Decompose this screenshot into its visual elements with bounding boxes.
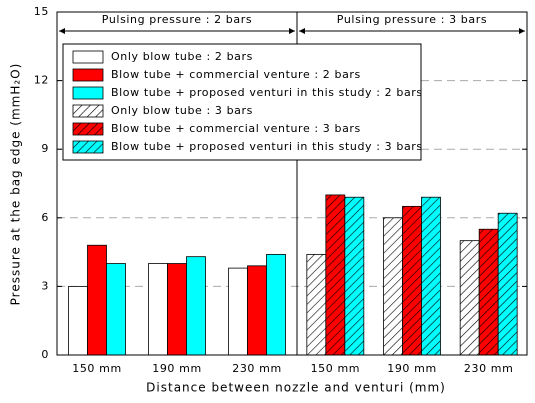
y-tick-label: 12 [34,74,49,87]
bar [325,194,346,356]
legend-label: Blow tube + commercial venture : 2 bars [111,68,361,81]
x-tick-label: 150 mm [72,362,122,375]
bar [383,217,403,356]
bar [266,253,286,356]
bar [167,263,187,356]
y-axis-title: Pressure at the bag edge (mmH₂O) [9,63,23,306]
x-tick-label: 230 mm [464,362,514,375]
x-tick-label: 190 mm [387,362,437,375]
bar [306,253,327,356]
bar [402,205,422,356]
legend-swatch [72,140,104,154]
bar [68,285,88,356]
x-tick-label: 190 mm [152,362,202,375]
bar [228,267,248,356]
x-tick-label: 230 mm [232,362,282,375]
bar [344,196,365,356]
legend-swatch [72,68,104,82]
legend-box [62,43,422,161]
x-axis-title: Distance between nozzle and venturi (mm) [146,381,446,395]
legend-swatch [72,50,104,64]
y-tick-label: 3 [41,279,49,292]
legend-label: Blow tube + proposed venturi in this stu… [111,86,423,99]
bar [106,263,126,356]
legend-label: Only blow tube : 3 bars [111,104,253,117]
bar [497,212,518,356]
y-tick-label: 6 [41,211,49,224]
bar [459,240,480,356]
bar [421,196,441,356]
plot-frame [56,11,528,356]
legend-swatch [72,86,104,100]
bar [87,244,107,356]
panel-label: Pulsing pressure : 2 bars [102,13,252,26]
legend-swatch [72,122,104,136]
bar [247,265,267,356]
bar [148,263,168,356]
bar [186,256,206,356]
y-tick-label: 15 [34,5,49,18]
legend-swatch [72,104,104,118]
y-tick-label: 9 [41,142,49,155]
bar-layer [68,194,518,356]
legend-label: Only blow tube : 2 bars [111,50,253,63]
panel-label: Pulsing pressure : 3 bars [337,13,487,26]
overlay-layer: 0 3 6 9 12 15 Pulsing pressure : 2 bars Pulsing… [34,5,528,375]
x-tick-label: 150 mm [311,362,361,375]
legend-label: Blow tube + commercial venture : 3 bars [111,122,361,135]
bar [478,228,499,356]
legend-label: Blow tube + proposed venturi in this stu… [111,140,423,153]
y-tick-label: 0 [41,348,49,361]
